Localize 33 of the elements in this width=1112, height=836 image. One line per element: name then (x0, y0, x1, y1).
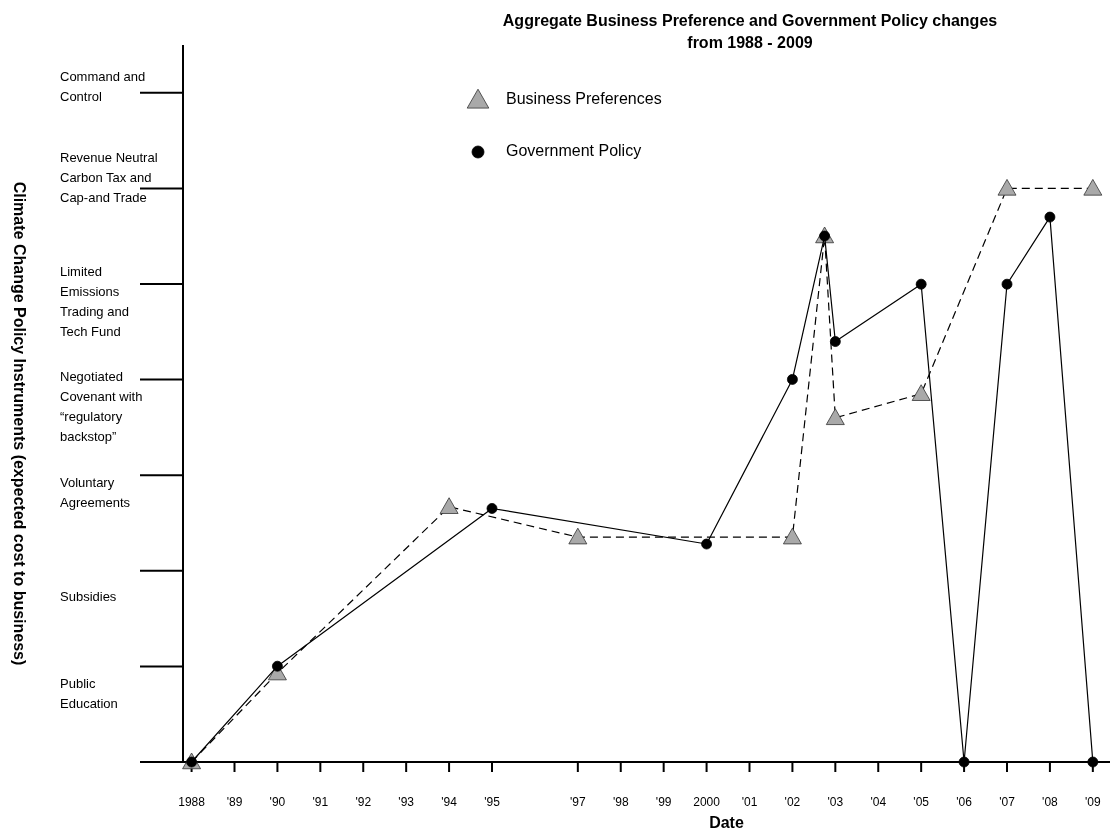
chart-title: Aggregate Business Preference and Government Policy changes from 1988 - 2009 (502, 12, 998, 51)
x-tick-label: '04 (870, 795, 887, 809)
x-tick-label: '06 (956, 795, 973, 809)
x-tick-label: '07 (999, 795, 1016, 809)
x-tick-label: '03 (827, 795, 844, 809)
x-tick-label: '09 (1085, 795, 1101, 809)
x-tick-label: '08 (1042, 795, 1059, 809)
x-tick-label: '05 (913, 795, 930, 809)
x-tick-label: '91 (312, 795, 329, 809)
text: Climate Change Policy Instruments (expected cost to business) (11, 181, 28, 666)
legend-label: Government Policy (506, 142, 642, 160)
x-tick-label: '01 (741, 795, 758, 809)
x-tick-label: '97 (570, 795, 586, 809)
x-tick-label: '92 (355, 795, 372, 809)
x-tick-label: '98 (612, 795, 629, 809)
x-axis-title: Date (709, 814, 744, 831)
x-tick-label: 2000 (693, 795, 721, 809)
x-tick-label: '94 (441, 795, 458, 809)
x-tick-label: 1988 (178, 795, 206, 809)
text: Limited Emissions Trading and Tech Fund (60, 264, 129, 340)
x-tick-label: '95 (484, 795, 501, 809)
text: Negotiated Covenant with “regulatory backstop” (60, 369, 143, 445)
x-tick-label: '90 (269, 795, 286, 809)
text: Subsidies (60, 589, 117, 605)
x-tick-label: '02 (784, 795, 801, 809)
legend-label: Business Preferences (506, 90, 662, 108)
text: Revenue Neutral Carbon Tax and Cap-and Trade (60, 150, 158, 206)
x-tick-label: '99 (655, 795, 672, 809)
x-tick-label: '89 (226, 795, 243, 809)
text: Public Education (60, 676, 118, 712)
text: Command and Control (60, 69, 146, 105)
text: Voluntary Agreements (60, 475, 131, 511)
x-tick-label: '93 (398, 795, 415, 809)
